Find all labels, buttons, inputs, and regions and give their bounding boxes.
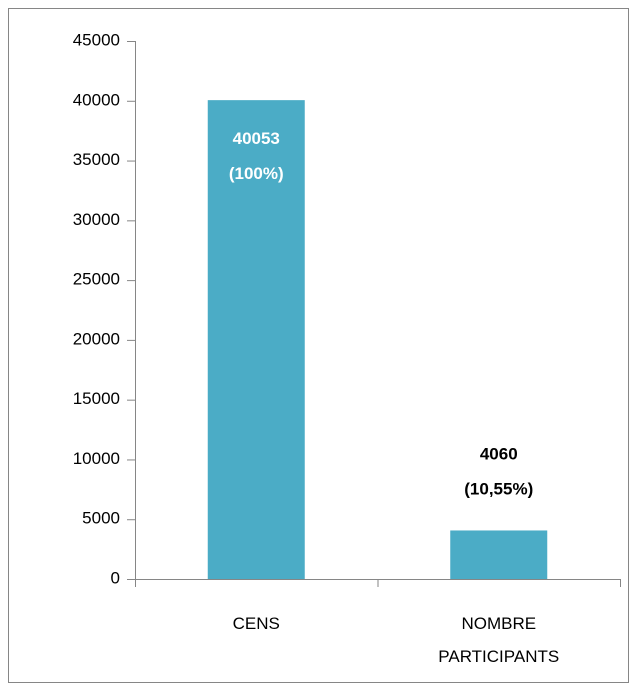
y-tick-label: 25000 (73, 270, 120, 289)
data-label: 4060 (10,55%) (464, 445, 533, 499)
y-tick-label: 5000 (82, 509, 120, 528)
y-tick-label: 35000 (73, 150, 120, 169)
y-tick-label: 40000 (73, 90, 120, 109)
x-tick-label: CENS (233, 614, 280, 633)
y-tick-label: 10000 (73, 449, 120, 468)
y-tick-label: 15000 (73, 389, 120, 408)
data-label: 40053 (100%) (229, 130, 284, 184)
y-tick-label: 20000 (73, 329, 120, 348)
x-tick-label: NOMBRE PARTICIPANTS (438, 614, 559, 666)
y-tick-label: 45000 (73, 30, 120, 49)
y-tick-label: 30000 (73, 210, 120, 229)
y-tick-label: 0 (111, 568, 120, 587)
bar (207, 100, 305, 579)
bar (450, 530, 548, 579)
